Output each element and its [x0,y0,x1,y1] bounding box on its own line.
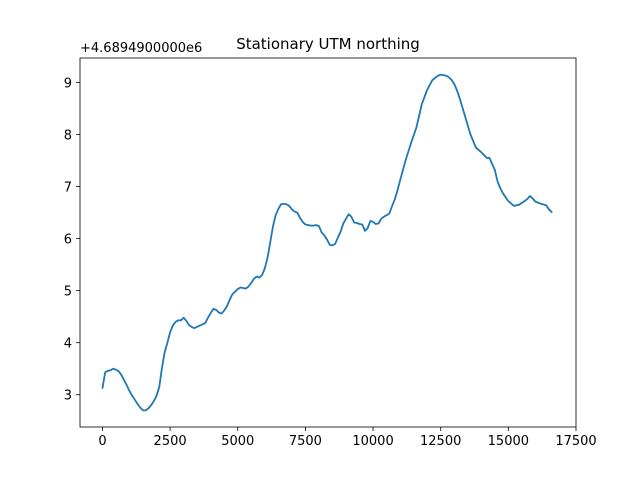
x-tick-label: 12500 [420,434,461,449]
x-tick-label: 5000 [221,434,254,449]
chart-title: Stationary UTM northing [236,35,420,53]
y-tick-label: 4 [64,337,72,352]
series-line-0 [101,73,553,412]
y-tick-label: 7 [64,181,72,196]
x-tick-label: 0 [98,434,106,449]
x-tick-label: 17500 [555,434,596,449]
y-axis: 3 4 5 6 7 8 9 [64,76,80,404]
y-tick-label: 3 [64,389,72,404]
x-axis: 0 2500 5000 7500 10000 12500 15000 17500 [98,427,597,449]
y-tick-label: 5 [64,285,72,300]
plot-frame [79,57,577,428]
x-tick-label: 15000 [488,434,529,449]
y-tick-label: 8 [64,129,72,144]
x-tick-label: 7500 [289,434,322,449]
y-offset-label: +4.6894900000e6 [80,41,202,56]
series-layer [101,73,553,412]
y-tick-label: 6 [64,233,72,248]
y-tick-label: 9 [64,76,72,91]
x-tick-label: 2500 [154,434,187,449]
x-tick-label: 10000 [352,434,393,449]
